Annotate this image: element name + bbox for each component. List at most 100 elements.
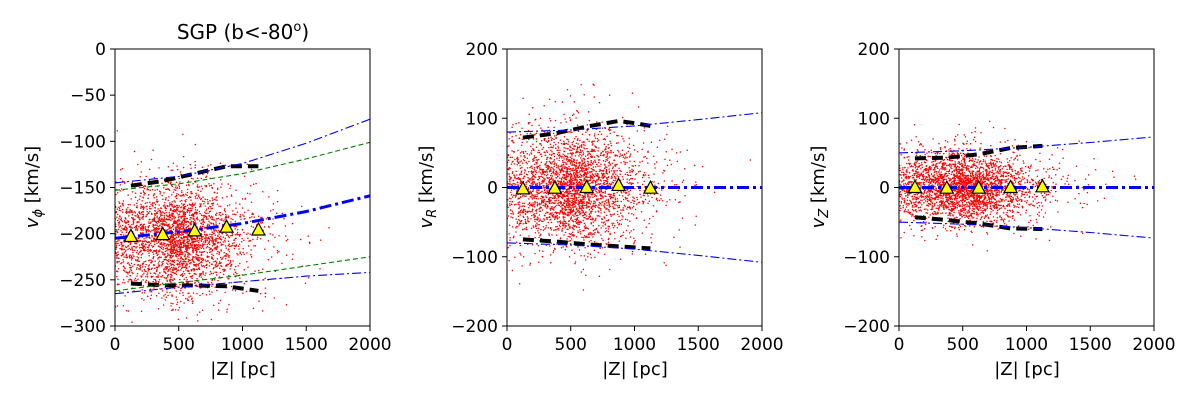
scatter-point — [170, 271, 172, 273]
scatter-point — [216, 217, 219, 220]
scatter-point — [180, 300, 182, 303]
scatter-point — [531, 177, 533, 179]
scatter-point — [164, 293, 166, 296]
scatter-point — [172, 249, 175, 252]
scatter-point — [561, 207, 563, 209]
scatter-point — [582, 143, 585, 146]
scatter-point — [567, 139, 569, 141]
scatter-point — [175, 296, 178, 298]
scatter-point — [192, 268, 194, 270]
scatter-point — [236, 211, 239, 213]
scatter-point — [203, 250, 206, 253]
scatter-point — [185, 266, 188, 269]
scatter-point — [143, 268, 146, 271]
scatter-point — [140, 310, 143, 313]
scatter-point — [576, 109, 578, 112]
scatter-point — [143, 187, 146, 190]
scatter-point — [567, 201, 569, 204]
scatter-point — [121, 244, 124, 247]
scatter-point — [226, 234, 229, 236]
scatter-point — [651, 181, 653, 183]
scatter-point — [167, 218, 170, 221]
scatter-point — [121, 208, 124, 211]
scatter-point — [234, 245, 236, 248]
scatter-point — [569, 146, 572, 148]
scatter-point — [538, 223, 541, 226]
scatter-point — [205, 216, 208, 218]
scatter-point — [598, 161, 600, 164]
scatter-point — [124, 225, 127, 227]
scatter-point — [518, 211, 520, 213]
scatter-point — [526, 167, 529, 169]
scatter-point — [170, 281, 172, 284]
scatter-point — [575, 214, 578, 217]
scatter-point — [593, 200, 595, 203]
scatter-point — [142, 262, 145, 265]
scatter-point — [629, 160, 631, 162]
scatter-point — [147, 197, 149, 200]
scatter-point — [167, 243, 170, 246]
scatter-point — [569, 206, 572, 209]
scatter-point — [592, 225, 595, 227]
scatter-point — [209, 239, 211, 242]
scatter-point — [565, 225, 568, 227]
scatter-point — [227, 235, 230, 237]
scatter-point — [575, 226, 578, 228]
scatter-point — [507, 154, 510, 157]
scatter-point — [514, 176, 516, 179]
scatter-point — [633, 241, 636, 244]
scatter-point — [183, 302, 185, 304]
scatter-point — [208, 256, 210, 258]
scatter-point — [178, 240, 180, 243]
scatter-point — [222, 268, 224, 271]
scatter-point — [190, 204, 193, 207]
scatter-point — [213, 219, 216, 221]
scatter-point — [591, 180, 594, 182]
scatter-point — [145, 231, 148, 233]
scatter-point — [179, 278, 181, 281]
scatter-point — [617, 149, 619, 152]
scatter-point — [604, 207, 606, 209]
scatter-point — [173, 217, 175, 219]
scatter-point — [240, 240, 243, 243]
scatter-point — [122, 282, 124, 284]
scatter-point — [172, 206, 175, 209]
scatter-point — [211, 218, 213, 221]
scatter-point — [121, 261, 123, 264]
scatter-point — [118, 206, 120, 209]
scatter-point — [518, 222, 521, 225]
scatter-point — [182, 262, 184, 265]
scatter-point — [167, 165, 170, 168]
scatter-point — [526, 141, 528, 143]
scatter-point — [618, 224, 620, 226]
scatter-point — [616, 210, 619, 213]
scatter-point — [558, 201, 560, 204]
scatter-point — [175, 194, 178, 197]
scatter-point — [593, 96, 595, 98]
scatter-point — [177, 227, 180, 229]
scatter-point — [577, 214, 579, 216]
scatter-point — [128, 270, 131, 273]
scatter-point — [196, 177, 199, 180]
scatter-point — [124, 217, 127, 219]
scatter-point — [168, 211, 170, 214]
scatter-point — [239, 203, 241, 205]
scatter-point — [159, 271, 161, 274]
scatter-point — [191, 236, 193, 238]
scatter-point — [538, 220, 540, 222]
scatter-point — [191, 213, 193, 216]
scatter-point — [234, 220, 237, 223]
scatter-point — [137, 257, 140, 259]
scatter-point — [613, 225, 616, 227]
scatter-point — [168, 196, 170, 198]
scatter-point — [513, 235, 515, 238]
scatter-point — [183, 273, 186, 275]
scatter-point — [563, 194, 566, 197]
scatter-point — [131, 271, 133, 273]
scatter-point — [598, 231, 600, 234]
scatter-point — [202, 244, 205, 246]
scatter-point — [226, 205, 229, 207]
scatter-point — [573, 148, 575, 150]
scatter-point — [582, 204, 585, 206]
